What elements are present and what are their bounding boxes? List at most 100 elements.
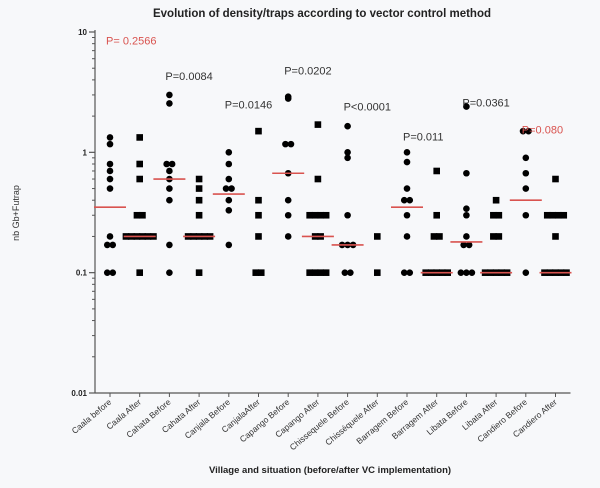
- data-point-square: [255, 127, 262, 135]
- data-point-circle: [106, 233, 114, 240]
- data-point-circle: [460, 241, 467, 249]
- data-point-circle: [225, 149, 233, 156]
- data-point-circle: [347, 269, 354, 276]
- data-point-square: [543, 211, 551, 219]
- data-point-circle: [468, 269, 476, 276]
- data-point-circle: [463, 205, 470, 213]
- data-point-circle: [222, 185, 230, 192]
- data-point-circle: [106, 160, 114, 168]
- p-value-label: P=0.011: [403, 132, 443, 144]
- data-point-circle: [284, 196, 292, 204]
- data-point-circle: [109, 269, 117, 276]
- data-point-square: [374, 269, 381, 276]
- data-point-circle: [166, 167, 173, 175]
- x-tick-label: Caala before: [70, 397, 114, 436]
- data-point-circle: [225, 241, 233, 249]
- data-point-square: [195, 175, 203, 183]
- data-point-circle: [166, 185, 173, 192]
- data-point-circle: [225, 196, 233, 204]
- data-point-circle: [344, 122, 351, 130]
- data-point-square: [490, 211, 497, 219]
- data-point-square: [136, 175, 143, 183]
- data-point-circle: [284, 211, 292, 219]
- data-point-square: [195, 185, 203, 192]
- data-point-circle: [522, 169, 530, 177]
- data-point-circle: [166, 196, 173, 204]
- data-point-circle: [106, 175, 114, 183]
- data-point-square: [136, 269, 143, 276]
- data-point-square: [255, 233, 262, 240]
- data-point-circle: [168, 160, 176, 168]
- data-point-square: [552, 233, 559, 240]
- data-point-square: [314, 121, 322, 128]
- chart-title: Evolution of density/traps according to …: [153, 8, 491, 20]
- data-point-square: [433, 167, 440, 175]
- data-point-square: [554, 211, 562, 219]
- data-point-square: [322, 211, 330, 219]
- data-point-square: [255, 196, 262, 204]
- data-point-circle: [403, 158, 411, 166]
- data-point-square: [195, 211, 203, 219]
- data-point-circle: [109, 241, 117, 249]
- data-point-square: [549, 211, 557, 219]
- data-point-circle: [228, 185, 235, 192]
- p-value-label: P<0.0001: [344, 102, 391, 114]
- p-value-label: P=0.0146: [225, 99, 272, 111]
- data-point-square: [436, 233, 443, 240]
- data-point-circle: [282, 140, 289, 148]
- data-point-circle: [403, 149, 411, 156]
- data-point-square: [255, 211, 262, 219]
- data-point-square: [311, 211, 319, 219]
- p-value-label: P= 0.2566: [106, 35, 156, 47]
- data-point-circle: [225, 175, 233, 183]
- data-marks: [94, 91, 572, 276]
- data-point-circle: [522, 185, 530, 192]
- data-point-circle: [400, 196, 408, 204]
- data-point-circle: [344, 154, 351, 162]
- data-point-circle: [344, 149, 351, 156]
- data-point-square: [311, 269, 319, 276]
- x-tick-label: Barragem Before: [354, 397, 410, 446]
- data-point-circle: [522, 269, 530, 276]
- data-point-square: [490, 233, 497, 240]
- data-point-circle: [166, 91, 173, 99]
- data-point-circle: [106, 134, 114, 141]
- data-point-circle: [463, 211, 470, 219]
- data-point-circle: [522, 211, 530, 219]
- data-point-circle: [463, 103, 470, 110]
- data-point-square: [317, 269, 324, 276]
- data-point-circle: [463, 233, 470, 240]
- data-point-square: [374, 233, 381, 240]
- p-value-label: P=0.0084: [165, 71, 212, 83]
- data-point-square: [314, 175, 322, 183]
- data-point-square: [552, 175, 559, 183]
- data-point-circle: [287, 140, 295, 148]
- data-point-square: [133, 211, 141, 219]
- data-point-circle: [403, 233, 411, 240]
- p-value-annotations: P= 0.2566 P=0.0084 P=0.0146 P=0.0202 P<0.000…: [106, 35, 563, 143]
- data-point-circle: [106, 167, 114, 175]
- data-point-circle: [341, 269, 349, 276]
- data-point-circle: [344, 211, 351, 219]
- data-point-square: [322, 269, 330, 276]
- data-point-circle: [403, 211, 411, 219]
- x-axis-title: Village and situation (before/after VC i…: [209, 465, 451, 476]
- y-axis-title: nb Gb+Futrap: [11, 185, 21, 241]
- y-tick-label: 10: [78, 28, 87, 37]
- data-point-circle: [103, 241, 111, 249]
- data-point-square: [492, 196, 500, 204]
- data-point-circle: [400, 269, 408, 276]
- data-point-square: [136, 160, 143, 168]
- y-tick-label: 0.1: [76, 269, 88, 278]
- data-point-circle: [103, 269, 111, 276]
- data-point-circle: [225, 206, 233, 214]
- data-point-square: [136, 134, 143, 141]
- data-point-circle: [457, 269, 465, 276]
- data-point-circle: [406, 269, 414, 276]
- data-point-circle: [522, 154, 530, 162]
- p-value-label: P=0.0202: [284, 65, 331, 77]
- p-value-label: P=0.0361: [462, 97, 509, 109]
- data-point-square: [560, 211, 568, 219]
